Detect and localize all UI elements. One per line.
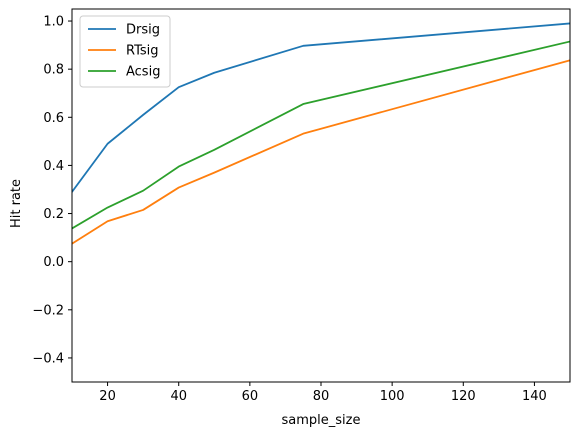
- series-line-rtsig: [72, 60, 570, 243]
- legend: Drsig RTsig Acsig: [80, 16, 170, 87]
- x-tick-label: 20: [99, 389, 116, 404]
- y-tick-label: −0.2: [32, 303, 64, 318]
- legend-label-rtsig: RTsig: [126, 44, 159, 59]
- y-tick-label: 0.2: [43, 207, 64, 222]
- y-tick-label: 0.6: [43, 111, 64, 126]
- y-tick-label: 0.8: [43, 63, 64, 78]
- x-axis-label: sample_size: [282, 413, 361, 428]
- x-tick-label: 100: [380, 389, 405, 404]
- legend-label-acsig: Acsig: [126, 65, 160, 80]
- y-axis-label: Hit rate: [9, 179, 24, 228]
- y-tick-label: −0.4: [32, 351, 64, 366]
- x-tick-label: 60: [242, 389, 259, 404]
- x-tick-label: 40: [170, 389, 187, 404]
- x-tick-label: 80: [313, 389, 330, 404]
- y-tick-label: 0.0: [43, 255, 64, 270]
- x-tick-label: 140: [522, 389, 547, 404]
- y-tick-label: 1.0: [43, 15, 64, 30]
- legend-label-drsig: Drsig: [126, 23, 160, 38]
- y-tick-label: 0.4: [43, 159, 64, 174]
- x-tick-label: 120: [451, 389, 476, 404]
